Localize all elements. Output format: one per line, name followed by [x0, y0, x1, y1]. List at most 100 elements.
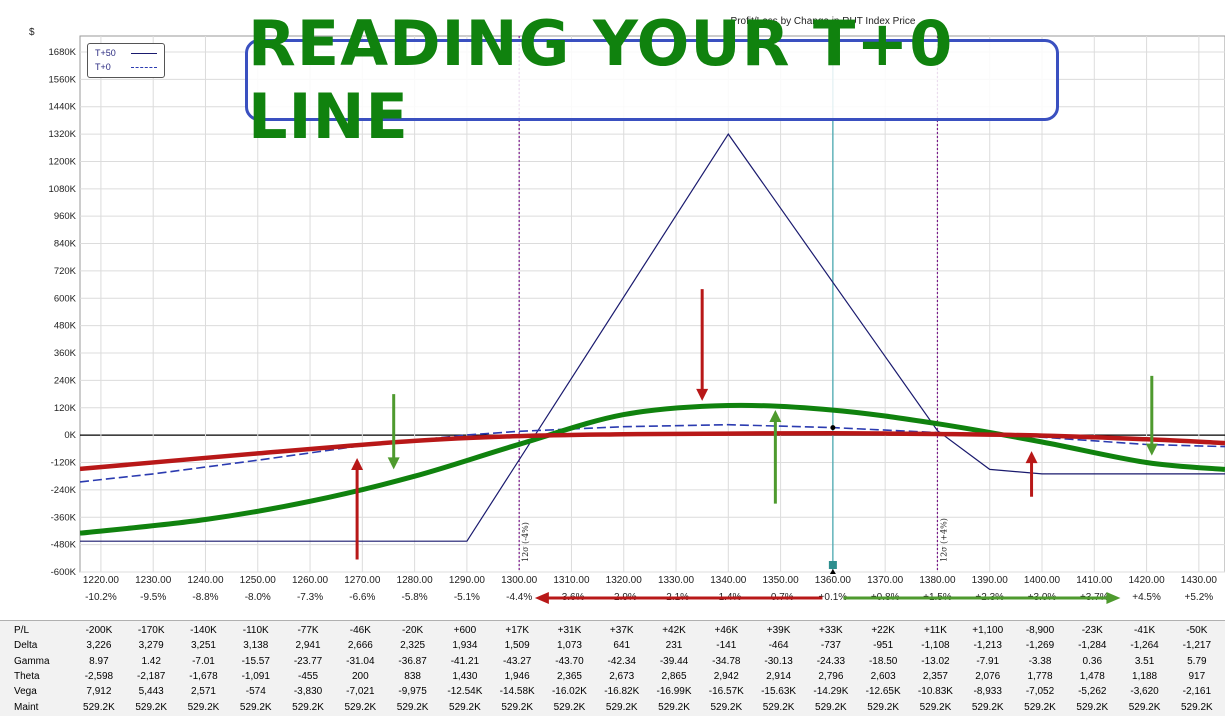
stat-cell: -1,264 — [1130, 640, 1159, 652]
stat-cell: 529.2K — [971, 701, 1004, 713]
stat-cell: -36.87 — [398, 655, 427, 667]
stat-cell: 2,796 — [818, 670, 844, 682]
stat-cell: -1,108 — [921, 640, 950, 652]
pct-tick-label: -4.4% — [506, 592, 532, 603]
x-tick-label: 1270.00 — [344, 575, 381, 586]
stat-cell: +600 — [453, 625, 477, 636]
stat-cell: 529.2K — [1076, 701, 1109, 713]
series-t50-line — [80, 133, 1225, 542]
stat-cell: 917 — [1188, 670, 1206, 682]
x-tick-label: 1360.00 — [815, 575, 852, 586]
horizontal-arrow-head — [1106, 592, 1121, 604]
legend-t50-label: T+50 — [95, 48, 116, 58]
stat-cell: -140K — [190, 625, 217, 636]
stat-cell: 529.2K — [449, 701, 481, 713]
x-tick-label: 1280.00 — [397, 575, 434, 586]
stat-row-delta: Delta 3,226 3,279 3,251 3,138 2,941 2,666 2,325… — [0, 638, 1225, 653]
stat-cell: 5.79 — [1187, 655, 1207, 667]
stat-cell: 1,934 — [452, 640, 478, 652]
stat-cell: 2,666 — [347, 640, 373, 652]
y-tick-label: 600K — [54, 293, 77, 304]
stat-cell: 529.2K — [239, 701, 272, 713]
stat-cell: -7.91 — [976, 655, 1000, 667]
stat-cell: -41.21 — [450, 655, 480, 667]
y-tick-label: -120K — [51, 458, 77, 469]
stat-cell: 3,279 — [138, 640, 164, 652]
stat-cell: -23K — [1081, 625, 1103, 636]
current-price-pointer — [829, 569, 836, 574]
stat-cell: -14.58K — [499, 686, 535, 698]
stat-cell: +11K — [923, 625, 947, 636]
stat-cell: -7.01 — [192, 655, 215, 667]
stat-cell: 838 — [404, 670, 421, 682]
x-tick-label: 1340.00 — [710, 575, 747, 586]
pct-tick-label: +4.5% — [1132, 592, 1161, 603]
stat-cell: 2,865 — [661, 670, 687, 682]
x-tick-label: 1380.00 — [919, 575, 956, 586]
stat-cell: -15.57 — [241, 655, 270, 667]
stat-cell: -31.04 — [346, 655, 375, 667]
stat-cell: 2,942 — [713, 670, 739, 682]
stat-cell: 529.2K — [1180, 701, 1213, 713]
stat-cell: 3,226 — [86, 640, 112, 652]
stat-cell: -16.99K — [656, 686, 692, 698]
y-tick-label: -480K — [51, 540, 77, 551]
stat-cell: -464 — [768, 640, 789, 652]
y-tick-label: 840K — [54, 239, 77, 250]
stat-cell: 529.2K — [83, 701, 115, 713]
y-tick-label: -600K — [51, 567, 77, 578]
stat-cell: -10.83K — [917, 686, 953, 698]
stat-cell: -8,900 — [1025, 625, 1055, 636]
stat-cell: -16.57K — [708, 686, 744, 698]
y-tick-label: 960K — [54, 211, 77, 222]
stat-cell: 1.42 — [141, 655, 161, 667]
vertical-arrow-head — [1025, 451, 1038, 464]
stat-cell: -1,269 — [1025, 640, 1055, 652]
stat-row-gamma: Gamma 8.97 1.42 -7.01 -15.57 -23.77 -31.04 -36.… — [0, 654, 1225, 669]
y-tick-label: 1080K — [49, 184, 77, 195]
stat-cell: 231 — [665, 640, 683, 652]
y-tick-label: -360K — [51, 512, 77, 523]
stat-cell: 2,603 — [870, 670, 896, 682]
x-tick-label: 1430.00 — [1181, 575, 1218, 586]
stat-cell: -2,187 — [137, 670, 166, 682]
y-tick-label: 120K — [54, 403, 77, 414]
stat-cell: -200K — [85, 625, 113, 636]
x-tick-label: 1390.00 — [972, 575, 1009, 586]
stat-cell: 529.2K — [815, 701, 847, 713]
stat-cell: 2,673 — [609, 670, 635, 682]
stat-cell: -7,021 — [346, 686, 375, 698]
stat-cell: 1,509 — [504, 640, 530, 652]
x-tick-label: 1250.00 — [240, 575, 277, 586]
stat-cell: -30.13 — [764, 655, 793, 667]
y-tick-label: 1320K — [49, 129, 77, 140]
stat-cell: +39K — [766, 625, 791, 636]
x-tick-label: 1400.00 — [1024, 575, 1061, 586]
x-tick-label: 1300.00 — [501, 575, 538, 586]
vertical-arrow-head — [387, 457, 400, 470]
stat-cell: +46K — [714, 625, 739, 636]
pct-tick-label: +5.2% — [1185, 592, 1214, 603]
stat-cell: -2,598 — [84, 670, 114, 682]
stat-cell: -1,217 — [1182, 640, 1212, 652]
y-tick-label: -240K — [51, 485, 77, 496]
stat-cell: -12.65K — [865, 686, 901, 698]
stat-cell: 641 — [613, 640, 631, 652]
x-tick-label: 1220.00 — [83, 575, 120, 586]
stat-cell: 529.2K — [919, 701, 952, 713]
legend-t0-label: T+0 — [95, 62, 111, 72]
y-tick-label: 240K — [54, 375, 77, 386]
stat-cell: 5,443 — [138, 686, 164, 698]
stat-cell: -23.77 — [293, 655, 323, 667]
pct-tick-label: -10.2% — [85, 592, 117, 603]
stat-cell: -12.54K — [447, 686, 483, 698]
stat-cell: -77K — [297, 625, 319, 636]
stat-cell: -951 — [873, 640, 894, 652]
stat-cell: -1,213 — [973, 640, 1002, 652]
stat-cell: 3,138 — [243, 640, 269, 652]
stat-cell: 529.2K — [1128, 701, 1161, 713]
stat-cell: -1,284 — [1078, 640, 1107, 652]
y-tick-label: 1200K — [49, 156, 77, 167]
stat-cell: -18.50 — [868, 655, 898, 667]
overlay-title-box: READING YOUR T+0 LINE — [245, 7, 1059, 153]
